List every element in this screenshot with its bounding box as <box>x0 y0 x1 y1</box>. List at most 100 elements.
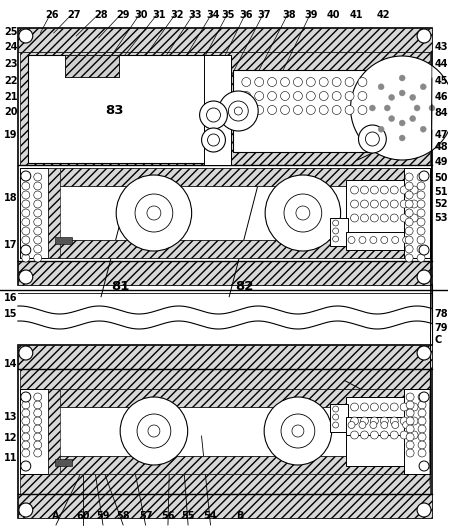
Circle shape <box>348 236 355 244</box>
Circle shape <box>417 209 425 217</box>
Circle shape <box>405 209 413 217</box>
Circle shape <box>148 425 160 437</box>
Circle shape <box>400 403 408 411</box>
Circle shape <box>34 449 41 457</box>
Circle shape <box>370 431 378 439</box>
Circle shape <box>22 236 30 244</box>
Circle shape <box>414 105 420 111</box>
Circle shape <box>116 175 192 251</box>
Text: 33: 33 <box>188 10 202 20</box>
Text: 18: 18 <box>5 193 18 202</box>
Bar <box>233 70 377 152</box>
Circle shape <box>406 449 414 457</box>
Text: 59: 59 <box>96 511 110 521</box>
Circle shape <box>405 218 413 226</box>
Circle shape <box>418 417 426 425</box>
Circle shape <box>202 128 226 152</box>
Circle shape <box>360 403 368 411</box>
Circle shape <box>22 218 30 226</box>
Circle shape <box>359 125 387 153</box>
Circle shape <box>370 417 378 425</box>
Text: 19: 19 <box>5 131 18 140</box>
Text: 30: 30 <box>134 10 148 20</box>
Text: 31: 31 <box>152 10 166 20</box>
Circle shape <box>294 91 302 100</box>
Circle shape <box>345 106 354 115</box>
Circle shape <box>417 254 425 262</box>
Circle shape <box>390 417 398 425</box>
Circle shape <box>200 101 227 129</box>
Circle shape <box>34 433 41 441</box>
Circle shape <box>34 200 41 208</box>
Text: 40: 40 <box>327 10 341 20</box>
Circle shape <box>19 29 33 43</box>
Circle shape <box>34 417 41 425</box>
Circle shape <box>389 95 395 100</box>
Circle shape <box>400 431 408 439</box>
Circle shape <box>384 105 390 111</box>
Circle shape <box>255 91 264 100</box>
Circle shape <box>380 431 388 439</box>
Circle shape <box>417 173 425 181</box>
Circle shape <box>418 449 426 457</box>
Circle shape <box>319 106 328 115</box>
Bar <box>48 168 60 258</box>
Circle shape <box>332 106 341 115</box>
Circle shape <box>420 126 426 132</box>
Circle shape <box>34 173 41 181</box>
Bar <box>60 168 404 186</box>
Circle shape <box>22 425 30 433</box>
Circle shape <box>420 84 426 90</box>
Circle shape <box>405 236 413 244</box>
Text: 32: 32 <box>170 10 184 20</box>
Circle shape <box>370 403 378 411</box>
Bar <box>392 389 404 474</box>
Circle shape <box>405 227 413 235</box>
Bar <box>345 417 417 435</box>
Circle shape <box>400 214 408 222</box>
Circle shape <box>406 401 414 409</box>
Circle shape <box>19 346 33 360</box>
Text: 20: 20 <box>5 107 18 116</box>
Circle shape <box>417 236 425 244</box>
Circle shape <box>319 78 328 87</box>
Circle shape <box>365 132 379 146</box>
Bar <box>48 389 60 474</box>
Circle shape <box>22 449 30 457</box>
Circle shape <box>333 220 339 226</box>
Text: 17: 17 <box>5 241 18 250</box>
Circle shape <box>22 393 30 401</box>
Circle shape <box>417 200 425 208</box>
Circle shape <box>350 200 359 208</box>
Text: 49: 49 <box>434 157 448 167</box>
Bar <box>55 237 73 244</box>
Text: 48: 48 <box>434 142 448 152</box>
Circle shape <box>417 245 425 253</box>
Bar <box>345 180 415 246</box>
Bar <box>18 28 432 285</box>
Circle shape <box>358 106 367 115</box>
Circle shape <box>19 270 33 284</box>
Circle shape <box>419 392 429 402</box>
Text: A: A <box>52 511 60 521</box>
Bar <box>20 389 48 474</box>
Circle shape <box>389 116 395 122</box>
Circle shape <box>135 194 173 232</box>
Circle shape <box>333 236 339 242</box>
Circle shape <box>418 433 426 441</box>
Circle shape <box>381 236 388 244</box>
Circle shape <box>235 107 242 115</box>
Circle shape <box>380 186 388 194</box>
Text: 50: 50 <box>434 173 448 183</box>
Text: 84: 84 <box>434 108 448 117</box>
Circle shape <box>370 214 378 222</box>
Circle shape <box>419 245 429 255</box>
Circle shape <box>242 91 251 100</box>
Circle shape <box>360 431 368 439</box>
Text: C: C <box>434 335 442 345</box>
Circle shape <box>381 422 388 429</box>
Circle shape <box>350 431 359 439</box>
Circle shape <box>34 218 41 226</box>
Circle shape <box>22 254 30 262</box>
Circle shape <box>406 393 414 401</box>
